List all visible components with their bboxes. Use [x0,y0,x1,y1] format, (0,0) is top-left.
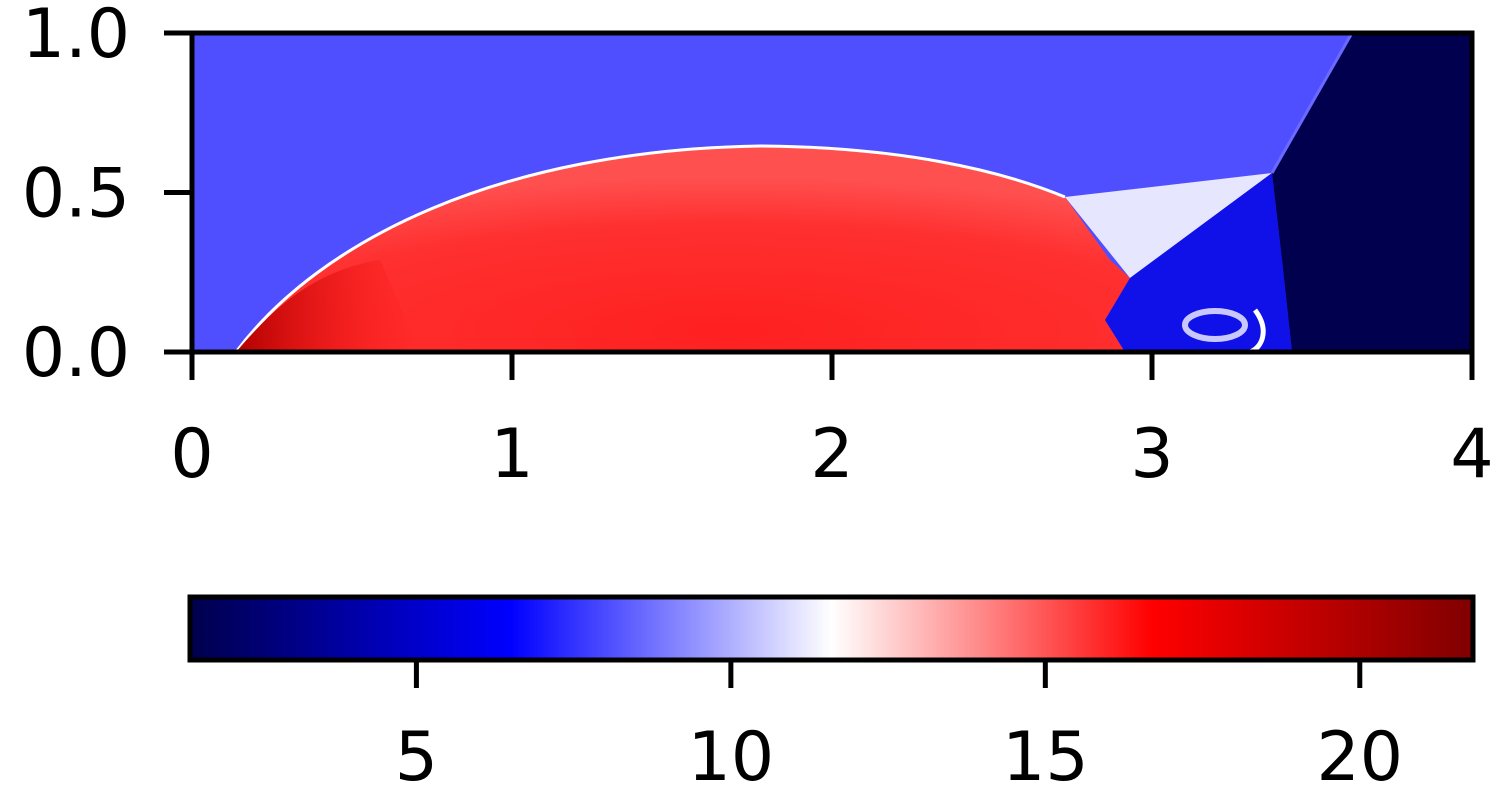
y-tick-label: 1.0 [22,0,130,74]
x-tick-label: 0 [170,415,213,494]
colorbar-tick-label: 20 [1317,718,1404,797]
x-tick-label: 4 [1450,415,1493,494]
x-tick-label: 1 [490,415,533,494]
y-tick-label: 0.5 [22,155,130,234]
colorbar-axis: 5 10 15 20 [395,660,1403,797]
colorbar: 5 10 15 20 [190,597,1473,797]
colorbar-tick-label: 5 [395,718,438,797]
colorbar-tick-label: 10 [688,718,775,797]
x-tick-label: 3 [1130,415,1173,494]
colorbar-tick-label: 15 [1002,718,1089,797]
x-axis: 0 1 2 3 4 [170,352,1493,494]
colorbar-gradient [190,597,1473,660]
y-tick-label: 0.0 [22,314,130,393]
heatmap-field [192,33,1472,352]
y-axis: 0.0 0.5 1.0 [22,0,192,393]
x-tick-label: 2 [810,415,853,494]
